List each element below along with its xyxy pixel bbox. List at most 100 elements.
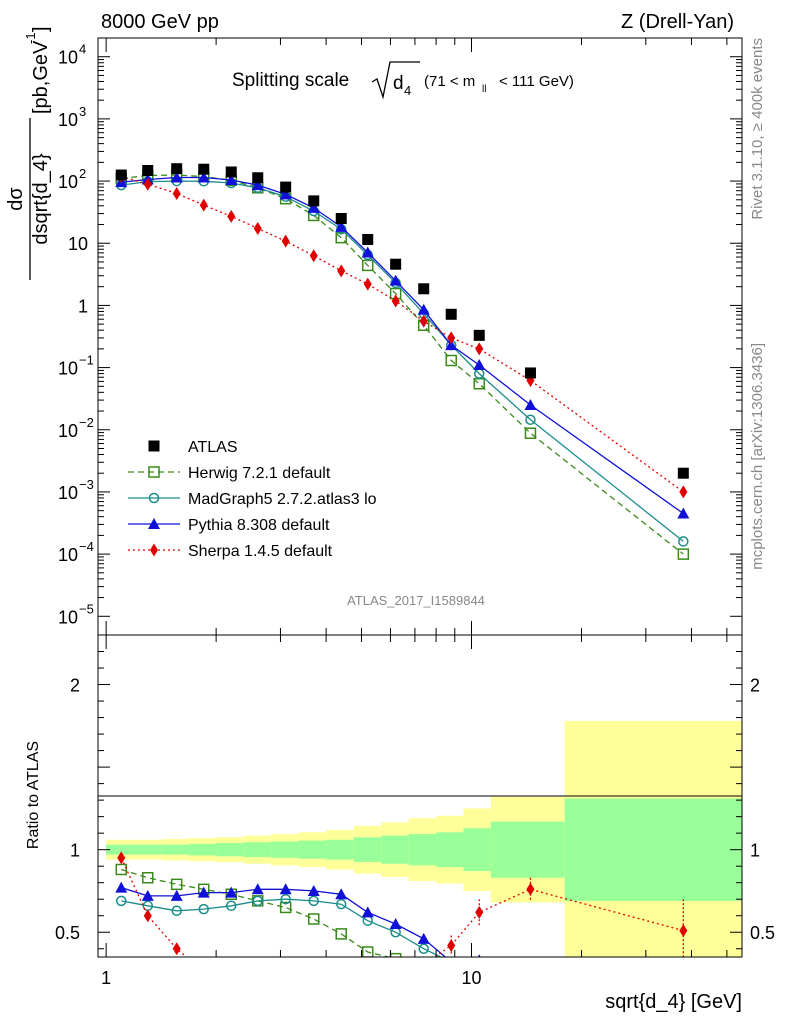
pythia-ratio-point — [361, 906, 374, 918]
main-y-tick-label-exponent: 2 — [79, 166, 86, 181]
x-tick-label: 10 — [461, 968, 481, 988]
side-text-rivet: Rivet 3.1.10, ≥ 400k events — [749, 38, 766, 220]
madgraph5-ratio-point — [449, 956, 453, 957]
sherpa-ratio-point — [143, 909, 152, 923]
legend-item-atlas: ATLAS — [148, 439, 238, 456]
ylabel-unit-close: ] — [30, 26, 52, 32]
ylabel-denominator: dsqrt{d_4} — [30, 153, 52, 245]
band-inner-bin — [188, 843, 217, 856]
band-inner-bin — [326, 839, 354, 860]
plot-title-prefix: Splitting scale — [232, 70, 349, 91]
sherpa-point — [419, 314, 428, 328]
madgraph5-line — [121, 180, 684, 542]
band-inner-bin — [106, 844, 136, 855]
legend-label-pythia: Pythia 8.308 default — [188, 517, 330, 534]
main-y-axis-label: dσ dsqrt{d_4} [pb,GeV -1 ] — [5, 26, 52, 280]
band-inner-bin — [564, 798, 742, 901]
herwig-ratio-point — [446, 980, 456, 990]
herwig-ratio-point — [361, 946, 374, 957]
madgraph5-ratio-point — [418, 943, 429, 954]
ratio-uncertainty-bands — [106, 720, 742, 957]
madgraph5-ratio-point — [198, 903, 210, 915]
pythia-ratio-point — [389, 917, 402, 929]
pythia-point — [170, 171, 183, 183]
herwig-point — [677, 548, 690, 560]
svg-text:Splitting scale: Splitting scale — [232, 70, 349, 91]
main-y-tick-label: 1 — [78, 296, 88, 316]
herwig-ratio-point — [279, 901, 292, 914]
main-y-tick-label: 10 — [58, 483, 78, 503]
plot-title-sub: 4 — [404, 83, 411, 98]
pythia-ratio-point — [335, 888, 348, 900]
pythia-ratio-point — [279, 883, 292, 895]
pythia-ratio-point — [417, 932, 430, 944]
sherpa-ratio-point — [200, 965, 208, 978]
pythia-ratio-point — [307, 884, 320, 896]
sherpa-point — [679, 485, 688, 499]
madgraph5-ratio-point — [280, 893, 291, 905]
side-text-mcplots: mcplots.cern.ch [arXiv:1306.3436] — [749, 343, 766, 570]
atlas-point — [362, 233, 374, 245]
plot-title-cut-close: < 111 GeV) — [499, 73, 574, 90]
sherpa-ratio-point — [392, 965, 400, 978]
plot-title-cut-sub: ll — [482, 84, 486, 95]
main-y-tick-label-exponent: −5 — [79, 601, 94, 616]
pythia-line — [121, 176, 684, 515]
sherpa-ratio-point — [420, 959, 428, 972]
legend: ATLAS Herwig 7.2.1 default MadGraph5 2.7.2… — [128, 439, 377, 560]
pythia-point — [445, 339, 458, 351]
pythia-point — [417, 303, 430, 315]
atlas-point — [445, 308, 457, 320]
herwig-ratio-point — [525, 992, 535, 1002]
legend-marker-pythia — [148, 518, 160, 529]
main-y-tick-label: 10 — [58, 48, 78, 68]
pythia-point — [251, 179, 264, 191]
main-y-tick-label: 10 — [58, 545, 78, 565]
herwig-ratio-point — [115, 863, 128, 876]
herwig-ratio-point — [142, 871, 154, 884]
sherpa-point — [391, 294, 400, 308]
herwig-ratio-point — [419, 967, 429, 977]
madgraph5-point — [678, 536, 689, 547]
pythia-ratio-point — [225, 886, 238, 898]
plot-title-cut: (71 < m — [424, 73, 475, 90]
herwig-point — [524, 427, 537, 439]
sherpa-ratio-point — [254, 984, 262, 997]
header-right: Z (Drell-Yan) — [621, 11, 734, 33]
pythia-point — [473, 359, 486, 371]
main-y-tick-label-exponent: −4 — [79, 539, 94, 554]
band-inner-bin — [243, 842, 272, 858]
sherpa-point — [199, 198, 208, 212]
main-y-tick-label-exponent: 4 — [79, 42, 86, 57]
legend-marker-madgraph5 — [148, 492, 160, 504]
sherpa-point — [363, 277, 372, 291]
pythia-ratio-point — [170, 889, 183, 901]
main-y-tick-label: 10 — [58, 359, 78, 379]
band-inner-bin — [298, 840, 327, 859]
pythia-ratio-point — [450, 955, 452, 957]
herwig-ratio-point — [389, 952, 402, 957]
sherpa-point — [447, 331, 456, 345]
band-inner-bin — [408, 833, 437, 866]
main-y-tick-label-exponent: −2 — [79, 415, 94, 430]
herwig-point — [361, 259, 374, 272]
pythia-point — [361, 246, 374, 258]
x-axis-label: sqrt{d_4} [GeV] — [605, 991, 742, 1013]
sherpa-ratio-point — [227, 977, 235, 990]
sherpa-ratio-point — [117, 851, 126, 865]
plot-title: Splitting scale d 4 (71 < m ll < 111 GeV… — [232, 61, 574, 100]
ratio-y-tick-label: 2 — [70, 676, 80, 696]
pythia-point — [197, 171, 210, 183]
legend-marker-herwig — [148, 466, 160, 478]
madgraph5-ratio-point — [225, 900, 237, 912]
svg-text:ll: ll — [482, 84, 486, 95]
herwig-ratio-point — [335, 928, 347, 940]
atlas-point — [473, 329, 485, 341]
ratio-y-axis-label: Ratio to ATLAS — [25, 741, 42, 849]
band-inner-bin — [216, 843, 244, 857]
sherpa-ratio-point — [172, 942, 181, 956]
plot-title-symbol: d — [393, 73, 404, 94]
svg-text:< 111 GeV): < 111 GeV) — [499, 73, 574, 90]
sherpa-ratio-point — [526, 882, 535, 896]
ratio-y-tick-label-right: 2 — [750, 676, 760, 696]
